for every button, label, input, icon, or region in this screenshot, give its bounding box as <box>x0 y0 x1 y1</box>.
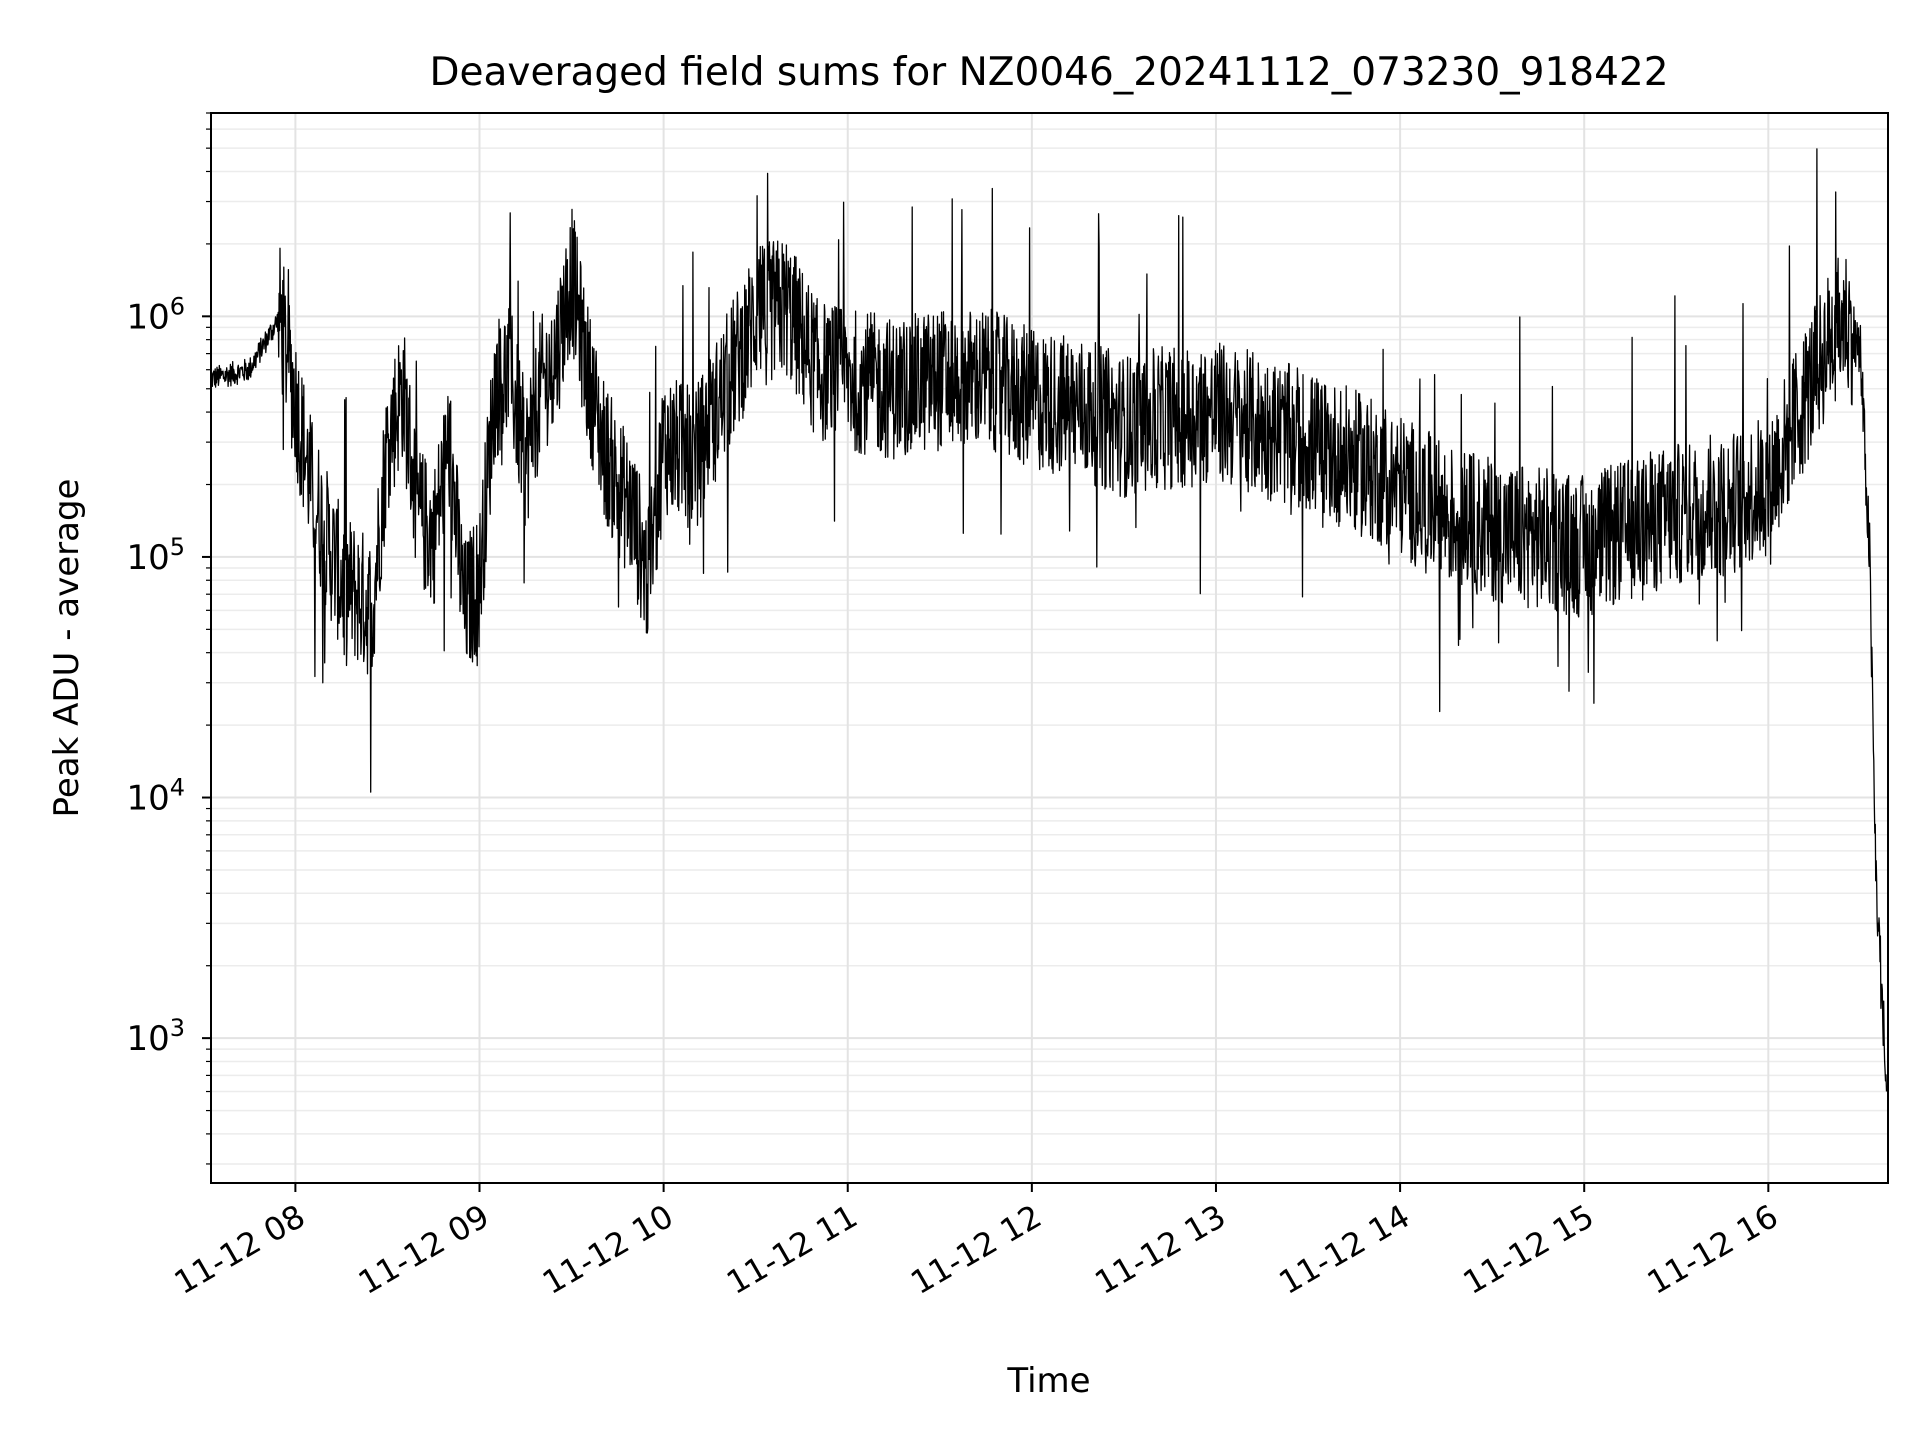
y-tick-label: 104 <box>126 774 185 819</box>
chart-title: Deaveraged field sums for NZ0046_2024111… <box>429 50 1668 95</box>
y-axis-ticks: 103 104 105 106 <box>126 292 211 1059</box>
y-tick-label: 103 <box>126 1014 185 1059</box>
plot-frame <box>210 112 1889 1184</box>
y-tick-label: 106 <box>126 292 185 337</box>
x-axis-label: Time <box>1006 1361 1090 1401</box>
y-tick-label: 105 <box>126 533 185 578</box>
y-axis-label: Peak ADU - average <box>47 479 87 818</box>
series-line <box>210 148 1888 1092</box>
major-grid <box>211 113 1888 1183</box>
minor-grid <box>206 112 1888 1165</box>
